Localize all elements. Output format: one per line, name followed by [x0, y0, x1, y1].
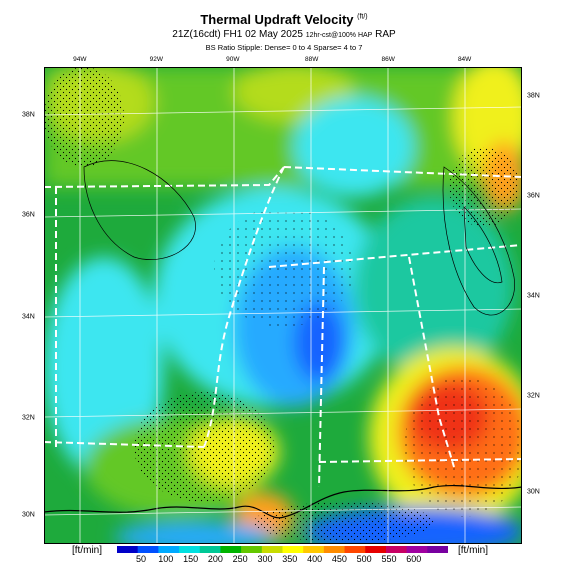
- state-border-al-ms: [318, 266, 325, 488]
- colorbar-label: 350: [282, 554, 298, 564]
- terrain-contours: [83, 160, 515, 316]
- state-border-tn: [268, 244, 522, 268]
- latitude-tick-label: 32N: [22, 414, 35, 422]
- stipple-se: [404, 377, 522, 517]
- chart-title: Thermal Updraft Velocity (ft/): [0, 12, 568, 27]
- latitude-tick-label: 34N: [22, 313, 35, 321]
- state-border-ms-river: [203, 166, 285, 448]
- latitude-tick-label: 36N: [22, 211, 35, 219]
- gridlines: [44, 67, 522, 544]
- colorbar-swatch: [158, 546, 180, 553]
- colorbar-swatch: [220, 546, 242, 553]
- colorbar-swatch: [199, 546, 221, 553]
- parallel: [44, 506, 522, 516]
- colorbar-label: 250: [232, 554, 248, 564]
- parallel: [44, 308, 522, 318]
- colorbar-label: 600: [406, 554, 422, 564]
- parallel: [44, 408, 522, 418]
- longitude-tick-label: 92W: [149, 56, 164, 63]
- colorbar-label: 100: [158, 554, 174, 564]
- chart-subtitle: 21Z(16cdt) FH1 02 May 2025 12hr-cst@100%…: [0, 29, 568, 40]
- colorbar-unit-left: [ft/min]: [72, 545, 103, 556]
- colorbar-swatch: [261, 546, 283, 553]
- field-e-teal: [354, 197, 514, 377]
- subtitle-model: RAP: [375, 29, 396, 40]
- state-border-ky: [283, 166, 522, 178]
- title-text: Thermal Updraft Velocity: [200, 12, 354, 27]
- latitude-tick-label: 30N: [22, 511, 35, 519]
- colorbar: [117, 546, 448, 553]
- colorbar-swatch: [137, 546, 159, 553]
- field-n-cyan: [294, 97, 414, 197]
- colorbar-label: 200: [207, 554, 223, 564]
- stipple-gulf: [254, 502, 434, 542]
- stipple-nw: [44, 67, 124, 167]
- gulf-coastline: [44, 484, 522, 519]
- parallel: [44, 106, 522, 116]
- latitude-tick-label: 32N: [527, 392, 540, 400]
- colorbar-swatch: [427, 546, 448, 553]
- colorbar-swatch: [385, 546, 408, 553]
- contour-ozark: [83, 160, 196, 260]
- latitude-tick-label: 34N: [527, 292, 540, 300]
- longitude-tick-label: 84W: [457, 56, 472, 63]
- colorbar-label: 150: [183, 554, 199, 564]
- colorbar-label: 50: [135, 554, 147, 564]
- latitude-tick-label: 36N: [527, 192, 540, 200]
- colorbar-swatch: [323, 546, 346, 553]
- colorbar-swatch: [406, 546, 428, 553]
- subtitle-time: 21Z(16cdt) FH1 02 May 2025: [172, 29, 303, 40]
- map-frame: [44, 67, 522, 544]
- colorbar-swatch: [344, 546, 366, 553]
- title-unit: (ft/): [357, 13, 368, 21]
- colorbar-label: 500: [356, 554, 372, 564]
- colorbar-swatch: [303, 546, 325, 553]
- stipple-note: BS Ratio Stipple: Dense= 0 to 4 Sparse= …: [205, 43, 363, 52]
- longitude-tick-label: 86W: [381, 56, 395, 63]
- field-w-cyan: [44, 257, 164, 477]
- state-border-fl: [318, 458, 522, 463]
- contour-appalachian-inner: [463, 206, 503, 284]
- colorbar-swatch: [282, 546, 304, 553]
- state-border-mo-ar: [44, 166, 285, 188]
- longitude-tick-label: 90W: [226, 56, 240, 63]
- state-border-la: [44, 441, 205, 448]
- colorbar-swatch: [179, 546, 201, 553]
- colorbar-swatch: [365, 546, 387, 553]
- state-boundaries: [44, 166, 522, 488]
- colorbar-label: 400: [307, 554, 323, 564]
- subtitle-small: 12hr-cst@100% HAP: [305, 32, 373, 39]
- colorbar-swatch: [117, 546, 139, 553]
- colorbar-swatch: [241, 546, 263, 553]
- latitude-tick-label: 30N: [527, 488, 540, 496]
- updraft-map: [44, 67, 522, 544]
- colorbar-label: 550: [381, 554, 397, 564]
- colorbar-unit-right: [ft/min]: [458, 545, 489, 556]
- stipple-ne: [449, 147, 519, 227]
- latitude-tick-label: 38N: [22, 111, 35, 119]
- contour-appalachian: [442, 166, 515, 316]
- longitude-tick-label: 94W: [73, 56, 87, 63]
- stipple-center: [214, 207, 354, 327]
- parallel: [44, 208, 522, 218]
- colorbar-label: 450: [331, 554, 347, 564]
- colorbar-label: 300: [257, 554, 273, 564]
- latitude-tick-label: 38N: [527, 92, 540, 100]
- longitude-tick-label: 88W: [304, 56, 319, 63]
